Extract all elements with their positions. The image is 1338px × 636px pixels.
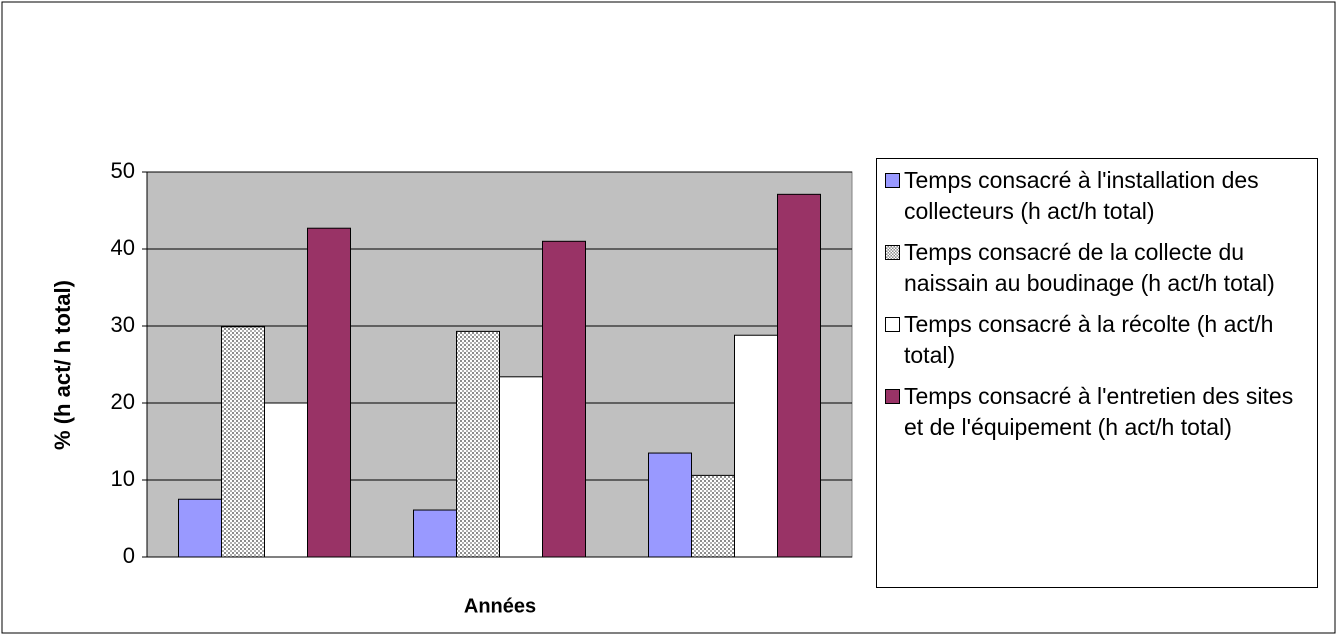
bar (178, 498, 222, 558)
x-axis-title: Années (464, 595, 536, 617)
y-tick-label: 30 (111, 312, 135, 337)
bar (456, 330, 500, 558)
bar (413, 509, 457, 558)
bar (734, 334, 778, 558)
bar (307, 227, 351, 558)
y-tick-label: 0 (123, 543, 135, 568)
legend-entry: Temps consacré à l'installation des coll… (885, 165, 1309, 227)
legend-swatch (885, 245, 900, 260)
bar (264, 402, 308, 558)
y-tick-label: 10 (111, 466, 135, 491)
legend-entry: Temps consacré à la récolte (h act/h tot… (885, 309, 1309, 371)
legend-label: Temps consacré à l'entretien des sites e… (904, 383, 1294, 440)
legend-swatch (885, 389, 900, 404)
bar (691, 474, 735, 558)
y-tick-label: 20 (111, 389, 135, 414)
y-axis-title: % (h act/ h total) (50, 280, 75, 450)
legend-label: Temps consacré à l'installation des coll… (904, 167, 1259, 224)
bar (777, 193, 821, 558)
bar (499, 376, 543, 558)
y-tick-label: 40 (111, 235, 135, 260)
legend-swatch (885, 173, 900, 188)
bar (542, 240, 586, 558)
legend: Temps consacré à l'installation des coll… (876, 158, 1318, 588)
legend-entry: Temps consacré à l'entretien des sites e… (885, 381, 1309, 443)
bar (221, 326, 265, 558)
bar (648, 452, 692, 558)
legend-swatch (885, 317, 900, 332)
legend-entry: Temps consacré de la collecte du naissai… (885, 237, 1309, 299)
y-tick-label: 50 (111, 158, 135, 183)
legend-label: Temps consacré à la récolte (h act/h tot… (904, 311, 1274, 368)
legend-label: Temps consacré de la collecte du naissai… (904, 239, 1275, 296)
